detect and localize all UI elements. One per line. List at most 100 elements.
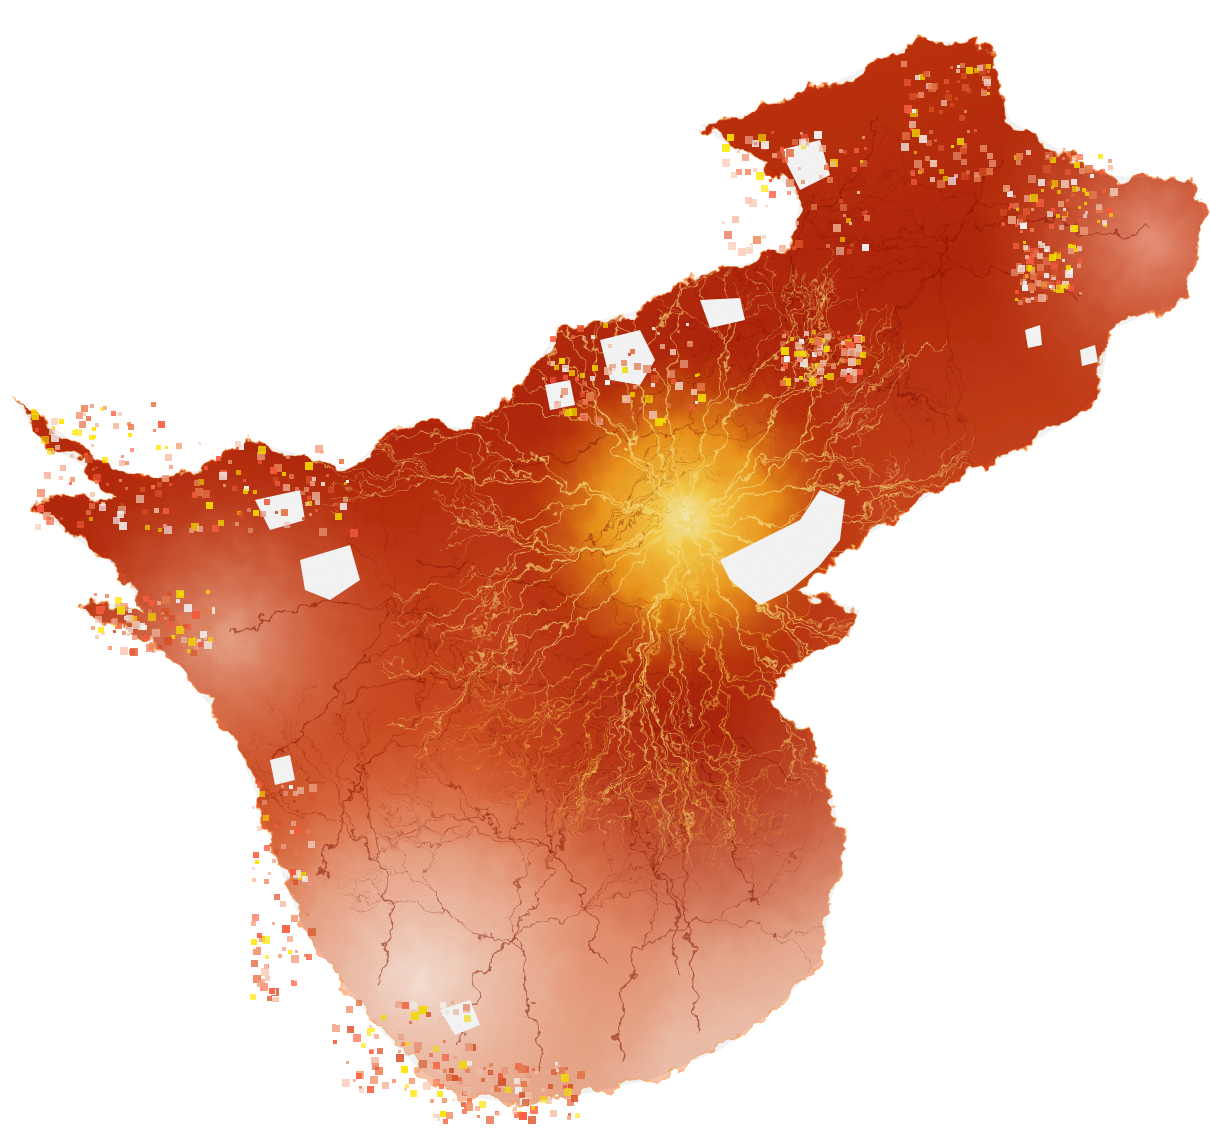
channel-segment [841, 681, 865, 686]
coast-pixel [158, 421, 165, 428]
coast-pixel [369, 1025, 372, 1028]
coast-pixel [100, 407, 104, 411]
channel-segment [808, 709, 854, 730]
channel-segment [873, 678, 909, 689]
channel-segment [799, 704, 854, 712]
channel-segment [826, 681, 846, 735]
channel-segment [826, 681, 851, 732]
channel-segment [851, 725, 883, 742]
channel-segment [585, 203, 600, 248]
channel-segment [561, 266, 591, 290]
coast-pixel [130, 441, 136, 447]
coast-pixel [440, 1111, 446, 1117]
coast-pixel [264, 964, 268, 968]
channel-segment [518, 340, 532, 369]
channel-segment [817, 676, 820, 703]
coast-pixel [531, 1106, 535, 1110]
coast-pixel [83, 413, 86, 416]
coast-pixel [86, 416, 91, 421]
channel-segment [953, 493, 1002, 504]
channel-segment [891, 626, 925, 638]
channel-segment [818, 676, 843, 696]
coast-pixel [550, 336, 556, 342]
coast-pixel [95, 423, 99, 427]
channel-segment [846, 692, 872, 703]
coast-pixel [364, 1072, 369, 1077]
coast-pixel [103, 638, 110, 645]
channel-segment [225, 780, 246, 787]
channel-segment [469, 330, 501, 336]
channel-segment [897, 541, 909, 574]
coast-pixel [69, 482, 72, 485]
channel-segment [885, 615, 898, 651]
coast-pixel [359, 1086, 362, 1089]
coast-pixel [115, 597, 122, 604]
coast-pixel [130, 448, 134, 452]
channel-segment [768, 202, 792, 214]
coast-pixel [762, 235, 766, 239]
coast-pixel [91, 626, 95, 630]
coast-pixel [374, 1034, 379, 1039]
coast-pixel [1100, 169, 1105, 174]
coast-pixel [113, 423, 119, 429]
channel-segment [465, 331, 501, 336]
channel-segment [869, 587, 899, 594]
coast-pixel [92, 435, 96, 439]
channel-segment [812, 677, 818, 703]
coast-pixel [722, 144, 730, 152]
channel-segment [894, 604, 932, 616]
coast-pixel [252, 867, 255, 870]
channel-segment [855, 728, 869, 755]
channel-segment [716, 252, 738, 260]
coast-pixel [51, 450, 55, 454]
coast-pixel [356, 1073, 362, 1079]
coast-pixel [765, 205, 768, 208]
channel-segment [853, 702, 891, 712]
channel-segment [889, 671, 921, 688]
channel-segment [332, 433, 373, 449]
coast-pixel [367, 1086, 374, 1093]
channel-segment [765, 225, 790, 245]
channel-segment [684, 202, 719, 226]
channel-segment [893, 664, 927, 674]
coast-pixel [251, 960, 258, 967]
coast-pixel [353, 1079, 356, 1082]
coast-pixel [113, 641, 117, 645]
coast-pixel [65, 402, 72, 409]
channel-segment [561, 254, 583, 283]
coast-pixel [79, 421, 86, 428]
channel-segment [888, 543, 911, 566]
channel-segment [890, 693, 926, 719]
coast-pixel [369, 1049, 374, 1054]
coast-pixel [291, 980, 297, 986]
coast-pixel [165, 446, 168, 449]
channel-segment [232, 798, 251, 802]
coast-pixel [375, 1067, 383, 1075]
channel-segment [421, 405, 464, 411]
coast-pixel [342, 1079, 350, 1087]
coast-pixel [341, 1066, 349, 1074]
channel-segment [497, 370, 523, 378]
channel-segment [609, 277, 621, 310]
coast-pixel [477, 1115, 480, 1118]
coast-pixel [284, 892, 287, 895]
coast-pixel [519, 1112, 527, 1120]
channel-segment [232, 777, 243, 794]
coast-pixel [288, 950, 292, 954]
coast-pixel [568, 1113, 571, 1116]
coast-pixel [731, 172, 737, 178]
coast-pixel [103, 406, 107, 410]
coast-pixel [433, 1114, 440, 1121]
channel-segment [831, 733, 846, 767]
channel-segment [892, 687, 929, 699]
coast-pixel [37, 489, 45, 497]
channel-segment [511, 292, 541, 343]
coast-pixel [282, 947, 286, 951]
coast-pixel [108, 646, 112, 650]
channel-segment [593, 294, 612, 315]
coast-pixel [60, 465, 66, 471]
coast-pixel [361, 1043, 366, 1048]
channel-segment [869, 720, 898, 743]
channel-segment [654, 223, 664, 261]
channel-segment [910, 609, 956, 613]
